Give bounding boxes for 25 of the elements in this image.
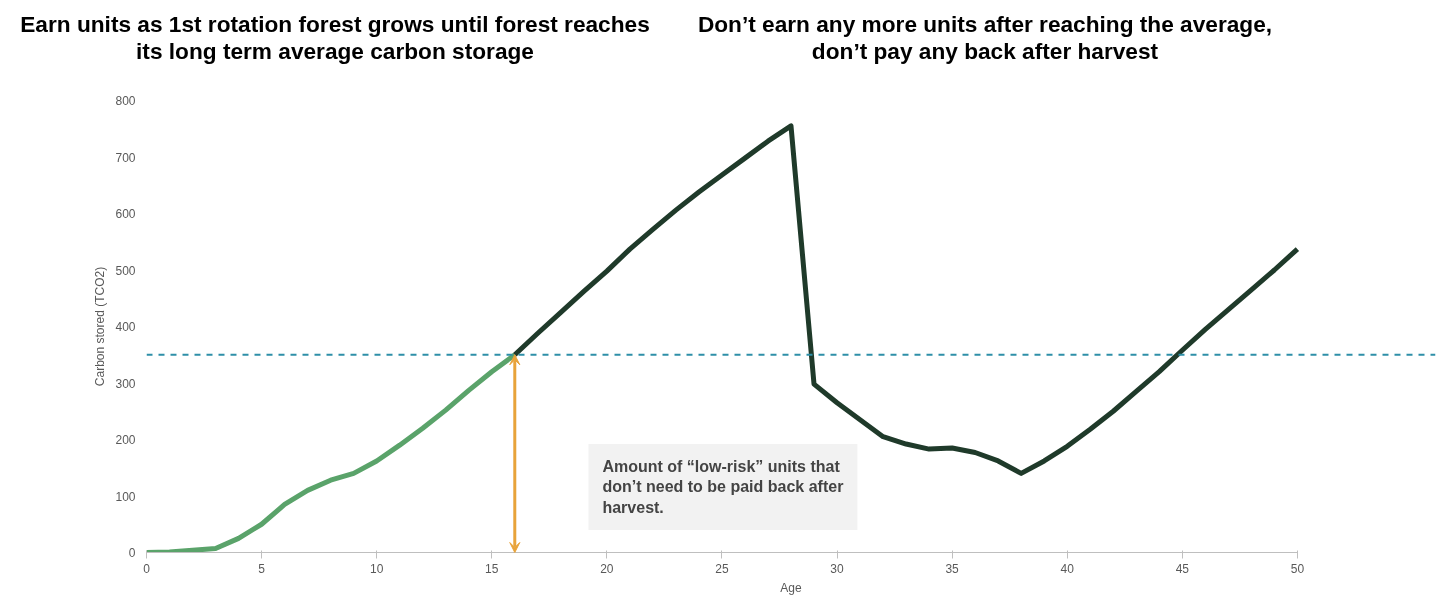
x-tick-label: 10 — [370, 561, 384, 576]
y-tick-label: 600 — [115, 207, 136, 221]
x-tick-label: 45 — [1175, 561, 1190, 576]
annotation: Amount of “low-risk” units that don’t need to be paid back after harvest. — [602, 458, 844, 516]
y-tick-label: 500 — [115, 263, 136, 278]
y-tick-label: 0 — [128, 546, 136, 560]
y-tick-label: 100 — [115, 489, 136, 504]
x-tick-label: 5 — [258, 561, 266, 576]
x-tick-label: 25 — [715, 561, 729, 576]
x-tick-label: 15 — [485, 561, 499, 576]
y-tick-label: 300 — [115, 376, 136, 391]
y-tick-label: 700 — [115, 150, 136, 165]
y-tick-label: 800 — [115, 94, 136, 108]
y-tick-label: 400 — [115, 320, 136, 334]
x-tick-label: 40 — [1060, 561, 1075, 576]
text: Earn units as 1st rotation forest grows until forest reaches its long term average carbon storage — [19, 11, 651, 66]
x-tick-label: 0 — [143, 561, 151, 576]
x-tick-label: 50 — [1290, 561, 1305, 576]
x-tick-label: 35 — [945, 561, 960, 576]
text: Don’t earn any more units after reaching the average, don’t pay any back after harvest — [696, 11, 1274, 66]
x-tick-label: 20 — [600, 561, 614, 576]
x-axis-title: Age — [780, 580, 802, 595]
y-tick-label: 200 — [115, 433, 136, 447]
x-tick-label: 30 — [830, 561, 845, 576]
y-axis-title: Carbon stored (TCO2) — [93, 266, 108, 387]
